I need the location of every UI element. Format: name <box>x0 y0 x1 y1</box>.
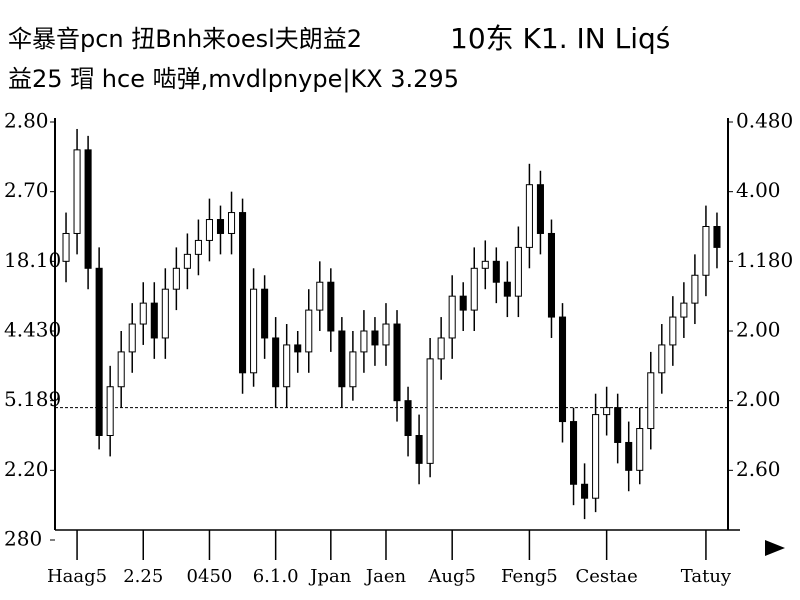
y-tick-label: 280 <box>4 527 42 551</box>
candle-body <box>227 212 236 234</box>
candle-body <box>128 323 136 353</box>
candle-body <box>647 372 655 430</box>
candle-body <box>73 149 81 234</box>
y2-tick-label: 2.60 <box>736 457 781 481</box>
y2-tick-label: 4.00 <box>736 178 781 202</box>
x-tick-label: Cestae <box>575 566 637 587</box>
x-tick-label: Tatuy <box>681 566 732 587</box>
candle-body <box>139 302 147 325</box>
y-tick-label: 2.70 <box>4 178 49 202</box>
candle-body <box>581 483 589 499</box>
candle-body <box>492 260 500 283</box>
candle-body <box>393 323 401 402</box>
candle-body <box>205 219 213 241</box>
candle-body <box>426 358 434 464</box>
y-tick-label: 5.189 <box>4 387 61 411</box>
candle-body <box>525 184 533 248</box>
candle-body <box>558 316 567 423</box>
candle-body <box>106 386 114 437</box>
chart-title: 伞暴音pcn 扭Bnh来oesl夫朗益2 <box>8 25 362 53</box>
x-tick-label: Jaen <box>364 566 407 587</box>
x-tick-label: Feng5 <box>501 566 558 587</box>
candle-body <box>636 428 644 471</box>
candle-body <box>294 344 302 353</box>
candle-body <box>349 351 357 388</box>
candle-body <box>117 351 125 388</box>
candle-body <box>95 267 103 436</box>
candle-body <box>272 337 280 388</box>
candle-body <box>338 330 346 388</box>
candle-body <box>702 226 710 276</box>
candle-body <box>415 435 423 464</box>
candle-body <box>437 337 445 360</box>
candle-body <box>316 281 324 311</box>
y-tick-label: 4.430 <box>4 318 61 342</box>
x-tick-label: Jpan <box>308 566 351 587</box>
candle-body <box>194 239 202 255</box>
candle-body <box>172 267 180 290</box>
candle-body <box>62 232 70 262</box>
y2-tick-label: 2.00 <box>736 387 781 411</box>
chart-title-right: 10东 K1. IN Liqś <box>450 22 670 55</box>
candle-body <box>150 302 158 339</box>
candle-body <box>658 344 666 374</box>
candle-body <box>404 400 412 436</box>
candle-body <box>625 441 633 471</box>
chart-subtitle: 益25 瑁 hce 啮弹,mvdlpnype|KX 3.295 <box>8 65 459 93</box>
candle-body <box>305 309 313 353</box>
candle-body <box>161 288 169 339</box>
y2-tick-label: 1.180 <box>736 248 793 272</box>
candle-body <box>371 330 379 346</box>
candle-body <box>503 281 511 297</box>
y-tick-label: 2.20 <box>4 457 49 481</box>
candle-body <box>570 421 578 485</box>
candle-body <box>216 219 225 234</box>
candle-body <box>84 149 92 269</box>
candle-body <box>470 267 478 311</box>
candle-body <box>514 246 522 297</box>
candle-body <box>680 302 688 318</box>
candle-body <box>360 330 368 353</box>
x-tick-label: 0450 <box>187 566 233 587</box>
candle-body <box>547 232 556 318</box>
candle-body <box>481 260 489 269</box>
candle-body <box>239 212 247 374</box>
candle-body <box>183 253 191 269</box>
candle-body <box>261 288 269 339</box>
candle-body <box>669 316 677 346</box>
candle-body <box>382 323 390 346</box>
candle-body <box>327 281 335 332</box>
x-tick-label: 2.25 <box>123 566 163 587</box>
candle-body <box>713 226 721 248</box>
x-tick-label: 6.1.0 <box>253 566 299 587</box>
candle-body <box>592 414 600 499</box>
candle-body <box>691 274 699 304</box>
x-tick-label: Haag5 <box>47 566 107 587</box>
candle-body <box>283 344 291 388</box>
candle-body <box>448 295 456 339</box>
candle-body <box>536 184 544 234</box>
arrow-icon <box>765 540 785 556</box>
candle-body <box>459 295 467 311</box>
x-tick-label: Aug5 <box>427 566 476 587</box>
candle-body <box>250 288 258 374</box>
candle-body <box>603 407 611 416</box>
y-tick-label: 2.80 <box>4 109 49 133</box>
y-tick-label: 18.10 <box>4 248 61 272</box>
candle-body <box>614 407 622 443</box>
y2-tick-label: 0.480 <box>736 109 793 133</box>
y2-tick-label: 2.00 <box>736 318 781 342</box>
